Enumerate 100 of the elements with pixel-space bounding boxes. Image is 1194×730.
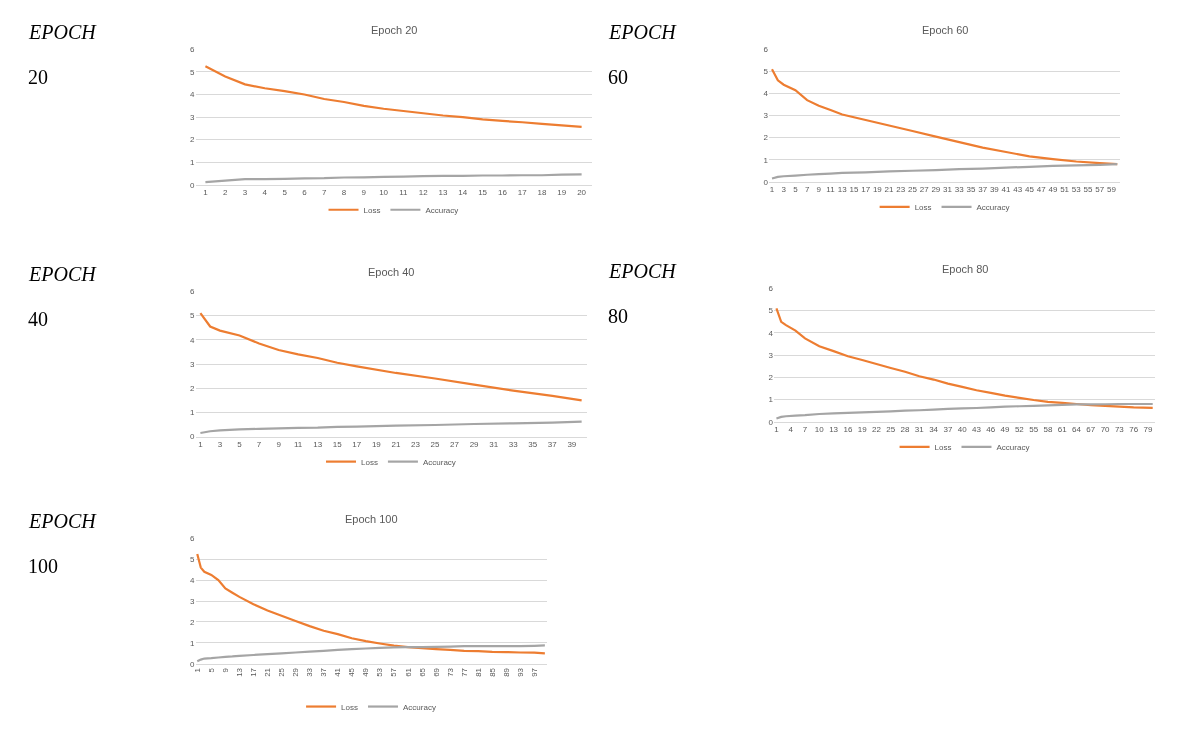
x-tick-label: 19 <box>857 425 868 435</box>
x-tick-label: 13 <box>837 185 848 195</box>
y-tick-label: 6 <box>763 45 769 55</box>
y-tick-label: 6 <box>190 287 196 297</box>
x-tick-label: 5 <box>237 440 243 450</box>
x-tick-label: 70 <box>1100 425 1111 435</box>
x-tick-label: 2 <box>222 188 228 198</box>
y-tick-label: 4 <box>190 335 196 345</box>
x-tick-label: 10 <box>379 188 389 198</box>
x-tick-label: 49 <box>1000 425 1011 435</box>
text: EPOCH <box>608 21 678 43</box>
x-tick-label: 9 <box>276 440 282 450</box>
x-tick-label: 17 <box>249 667 259 677</box>
y-tick-label: 2 <box>190 384 196 393</box>
x-tick-label: 41 <box>1001 185 1012 195</box>
x-tick-label: 57 <box>1095 185 1105 195</box>
x-tick-label: 59 <box>1106 185 1117 195</box>
line-series <box>775 402 1154 420</box>
x-tick-label: 64 <box>1072 425 1082 435</box>
x-tick-label: 1 <box>198 440 204 450</box>
y-tick-label: 1 <box>190 638 196 648</box>
y-tick-label: 5 <box>768 306 774 316</box>
x-tick-label: 21 <box>263 667 273 677</box>
y-tick-label: 4 <box>768 328 774 338</box>
x-tick-label: 45 <box>1025 185 1035 195</box>
x-tick-label: 67 <box>1086 425 1096 435</box>
x-tick-label: 43 <box>972 425 982 435</box>
x-tick-label: 33 <box>954 185 965 195</box>
x-tick-label: 39 <box>989 185 1000 195</box>
x-tick-label: 21 <box>884 185 895 195</box>
line-series <box>199 420 583 435</box>
x-tick-label: 17 <box>861 185 871 195</box>
x-tick-label: 13 <box>829 425 839 435</box>
y-tick-label: 6 <box>190 45 196 55</box>
line-series <box>196 552 546 655</box>
line-series <box>204 65 583 128</box>
x-tick-label: 15 <box>332 440 343 450</box>
x-tick-label: 1 <box>203 188 209 198</box>
x-tick-label: 45 <box>347 667 357 677</box>
x-tick-label: 5 <box>282 188 288 198</box>
legend-label: Accuracy <box>425 205 459 215</box>
y-tick-label: 1 <box>190 157 196 167</box>
x-tick-label: 9 <box>220 667 230 673</box>
x-tick-label: 15 <box>849 185 859 195</box>
x-tick-label: 61 <box>403 667 413 677</box>
x-tick-label: 4 <box>262 188 268 198</box>
text: 40 <box>28 308 48 330</box>
x-tick-label: 81 <box>473 667 483 677</box>
x-tick-label: 7 <box>802 425 808 435</box>
y-tick-label: 2 <box>768 373 774 383</box>
legend-label: Loss <box>361 457 378 467</box>
x-tick-label: 29 <box>291 667 301 677</box>
y-tick-label: 3 <box>190 359 196 369</box>
x-tick-label: 93 <box>515 667 525 677</box>
y-tick-label: 6 <box>768 284 774 294</box>
x-tick-label: 11 <box>399 188 409 198</box>
x-tick-label: 29 <box>469 440 480 450</box>
x-tick-label: 35 <box>966 185 976 195</box>
x-tick-label: 19 <box>557 188 567 198</box>
y-tick-label: 3 <box>768 350 774 360</box>
y-tick-label: 2 <box>190 135 196 145</box>
x-tick-label: 22 <box>872 425 882 435</box>
legend-label: Loss <box>914 202 932 212</box>
chart-title: Epoch 60 <box>922 24 969 36</box>
x-tick-label: 49 <box>361 667 371 677</box>
y-tick-label: 2 <box>190 617 196 627</box>
x-tick-label: 11 <box>826 185 836 195</box>
x-tick-label: 55 <box>1083 185 1093 195</box>
x-tick-label: 7 <box>321 188 327 198</box>
y-tick-label: 1 <box>768 395 774 405</box>
y-tick-label: 0 <box>190 659 196 669</box>
x-tick-label: 7 <box>256 440 262 450</box>
x-tick-label: 77 <box>459 667 469 677</box>
legend-label: Accuracy <box>422 457 456 467</box>
x-tick-label: 51 <box>1060 185 1070 195</box>
y-tick-label: 0 <box>190 432 196 442</box>
chart-title: Epoch 40 <box>368 266 415 278</box>
x-tick-label: 33 <box>508 440 519 450</box>
x-tick-label: 37 <box>547 440 558 450</box>
line-series <box>775 307 1154 409</box>
x-tick-label: 69 <box>431 667 441 677</box>
x-tick-label: 47 <box>1036 185 1047 195</box>
x-tick-label: 5 <box>793 185 799 195</box>
x-tick-label: 3 <box>781 185 787 195</box>
x-tick-label: 18 <box>537 188 548 198</box>
legend-label: Accuracy <box>402 702 436 712</box>
x-tick-label: 19 <box>872 185 883 195</box>
x-tick-label: 10 <box>814 425 825 435</box>
y-tick-label: 0 <box>763 177 769 187</box>
x-tick-label: 53 <box>375 667 385 677</box>
y-tick-label: 3 <box>763 111 769 121</box>
x-tick-label: 89 <box>501 667 511 677</box>
text: EPOCH <box>608 260 678 282</box>
x-tick-label: 35 <box>528 440 538 450</box>
y-tick-label: 5 <box>763 67 769 77</box>
x-tick-label: 33 <box>305 667 315 677</box>
x-tick-label: 12 <box>418 188 429 198</box>
x-tick-label: 27 <box>919 185 930 195</box>
y-tick-label: 4 <box>763 89 769 99</box>
x-tick-label: 46 <box>986 425 996 435</box>
